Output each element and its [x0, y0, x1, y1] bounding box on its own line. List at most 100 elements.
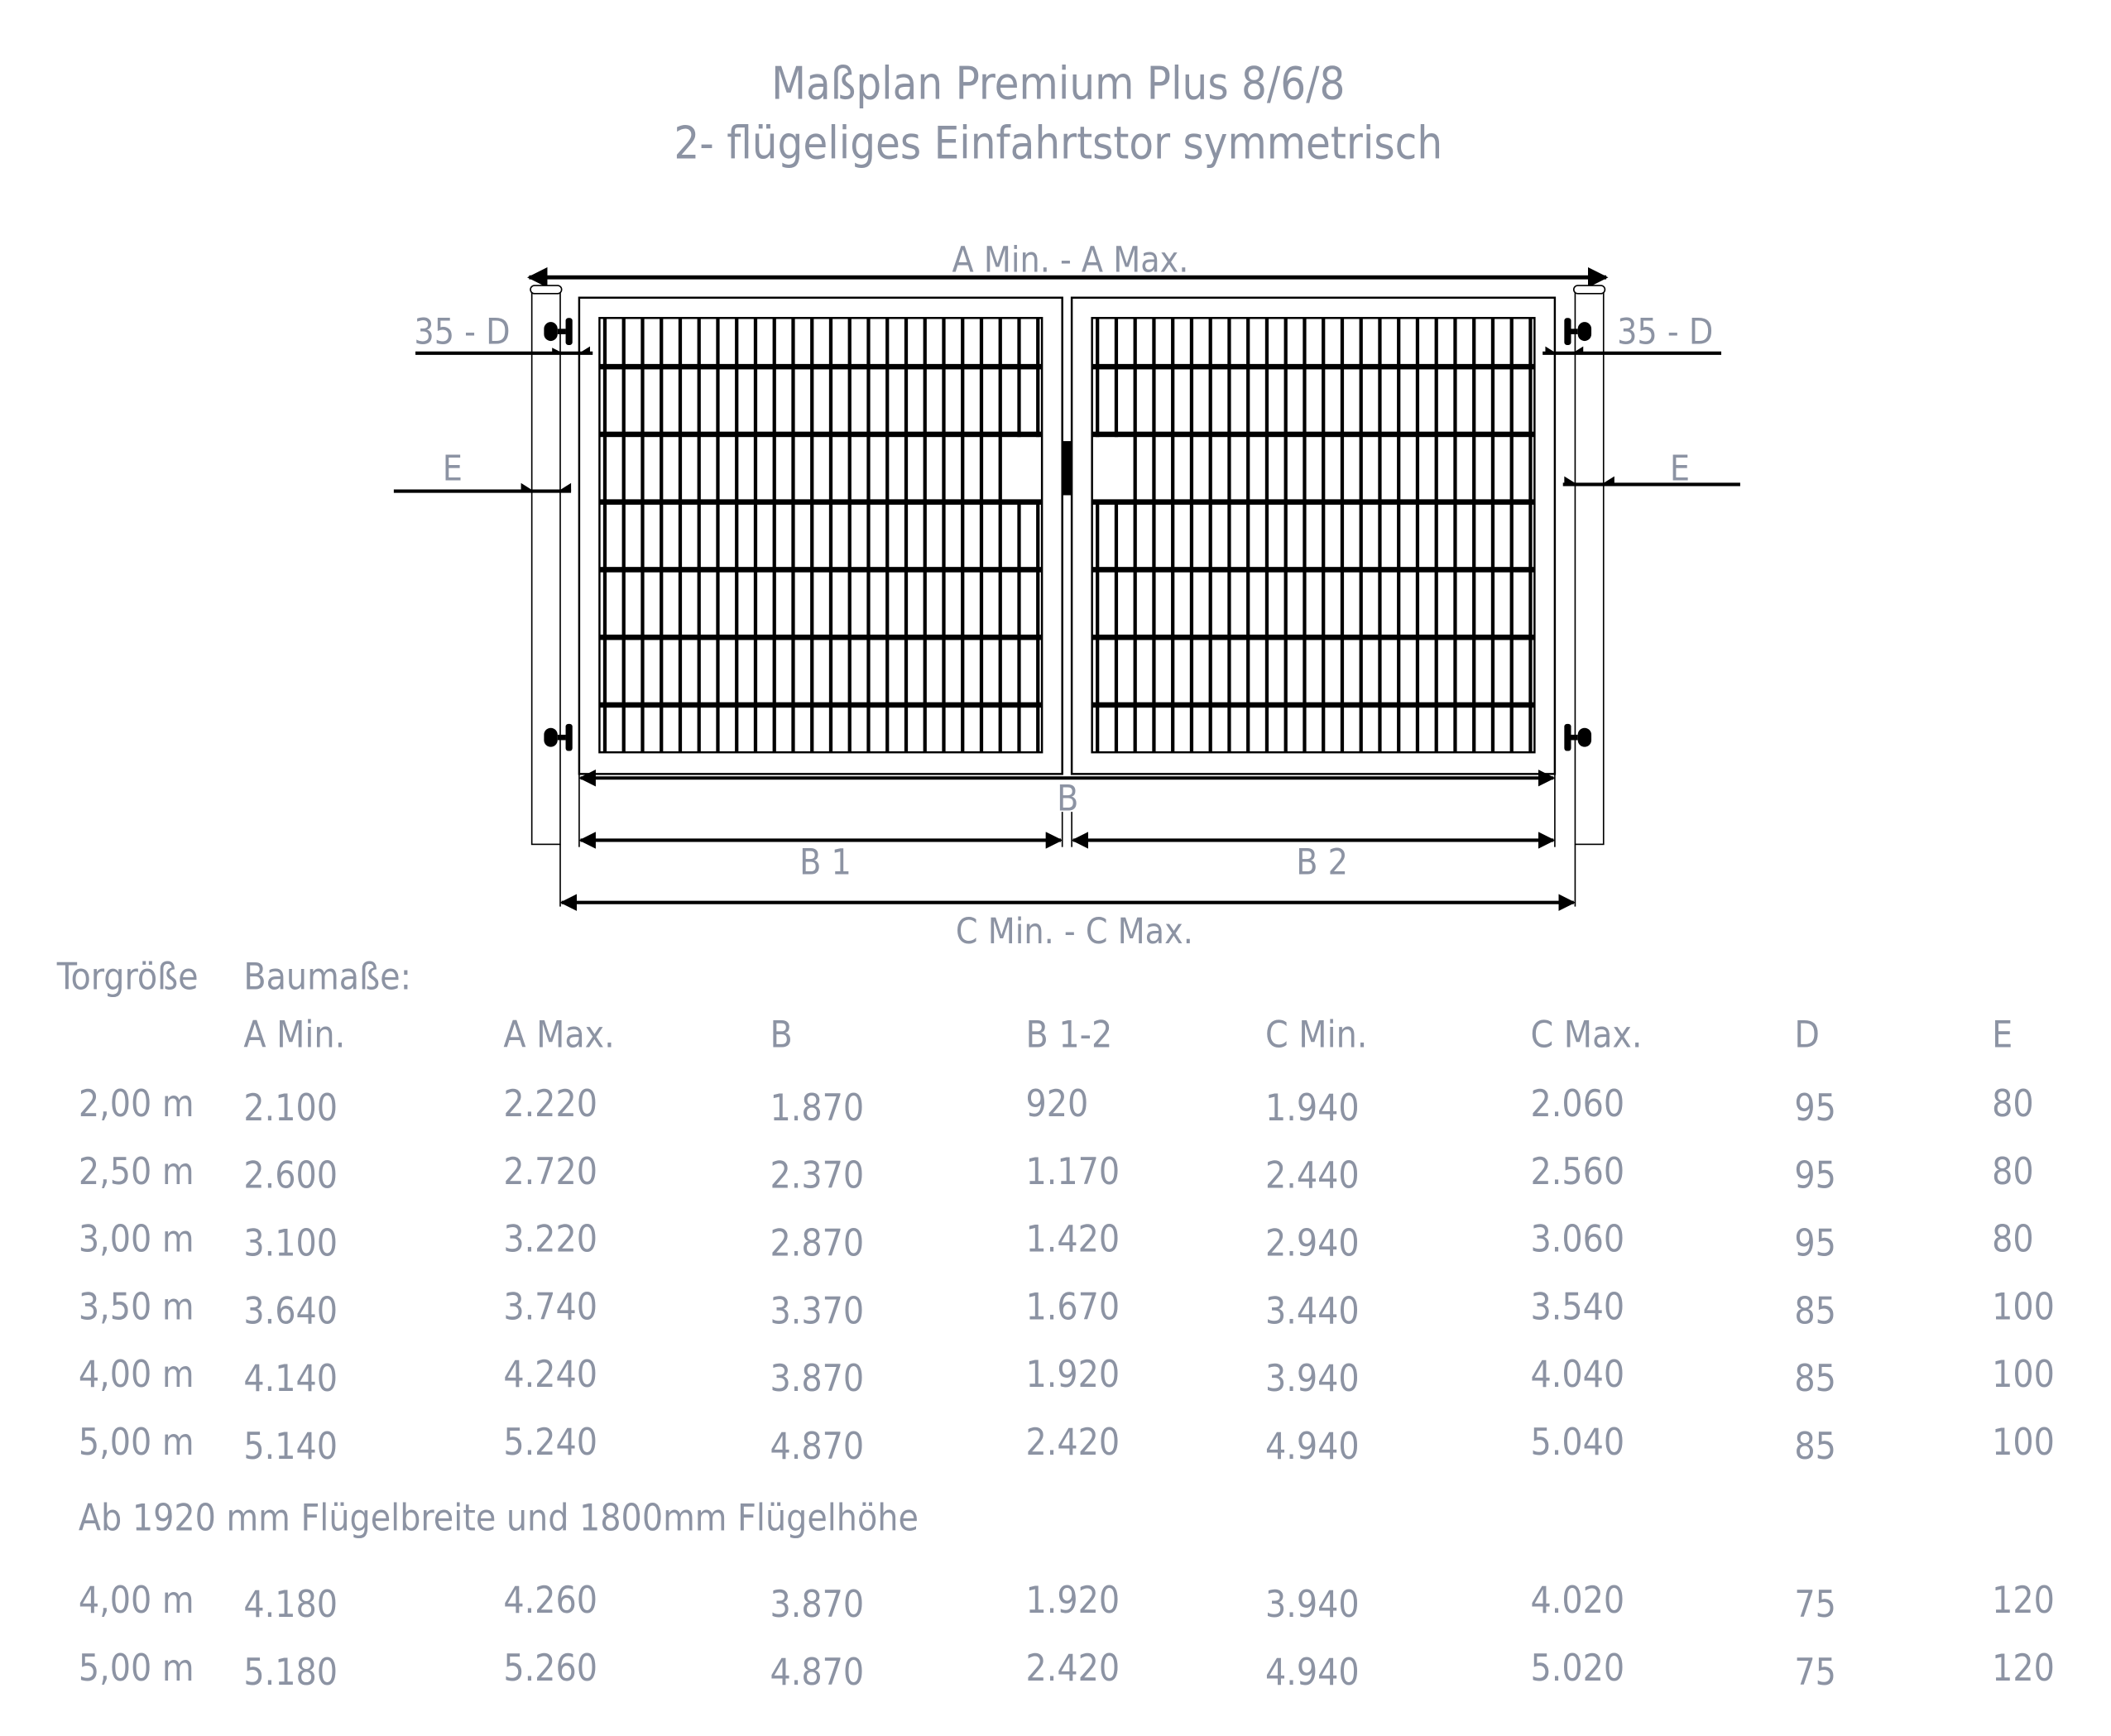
right-post	[1572, 285, 1606, 846]
horizontal-bar	[599, 634, 1043, 640]
table-cell: 3.940	[1265, 1584, 1360, 1626]
table-cell: 4.040	[1530, 1354, 1624, 1396]
left-post	[530, 285, 563, 846]
table-cell: 5.180	[243, 1652, 338, 1694]
table-cell: 4.240	[503, 1354, 597, 1396]
e-left-arrows	[521, 482, 572, 492]
table-cell: 3.870	[770, 1358, 864, 1400]
table-cell: 4.940	[1265, 1652, 1360, 1694]
table-cell: 3.060	[1530, 1219, 1624, 1261]
horizontal-bar	[1091, 634, 1535, 640]
e-right-arrows	[1564, 476, 1614, 485]
d-left-label: 35 - D	[414, 312, 510, 352]
table-cell: 2.420	[1026, 1647, 1120, 1690]
gate-size-cell: 4,00 m	[79, 1580, 194, 1622]
table-cell: 3.940	[1265, 1358, 1360, 1400]
table-cell: 2.560	[1530, 1151, 1624, 1193]
gate-size-cell: 2,00 m	[79, 1083, 194, 1125]
hinge-icon	[544, 723, 573, 751]
table-cell: 2.060	[1530, 1083, 1624, 1125]
table-row: 4,00 m 4.140 4.240 3.870 1.920 3.940 4.040 85 10…	[79, 1354, 2055, 1400]
table-cell: 80	[1992, 1151, 2034, 1193]
table-row: 5,00 m 5.140 5.240 4.870 2.420 4.940 5.040 85 10…	[79, 1422, 2055, 1468]
b1-dimension-label: B 1	[799, 842, 852, 883]
table-cell: 85	[1794, 1358, 1836, 1400]
table-cell: 4.180	[243, 1584, 338, 1626]
table-cell: 2.420	[1026, 1422, 1120, 1464]
gate-size-cell: 2,50 m	[79, 1151, 194, 1193]
gate-lock	[1062, 441, 1072, 496]
table-cell: 5.040	[1530, 1422, 1624, 1464]
table-row: 4,00 m 4.180 4.260 3.870 1.920 3.940 4.020 75 12…	[79, 1580, 2055, 1626]
left-leaf-mesh	[598, 317, 1044, 754]
table-cell: 1.420	[1026, 1219, 1120, 1261]
table-cell: 4.870	[770, 1652, 864, 1694]
table-cell: 2.220	[503, 1083, 597, 1125]
table-cell: 5.020	[1530, 1647, 1624, 1690]
horizontal-bar	[1091, 702, 1535, 708]
column-header: C Max.	[1530, 1014, 1642, 1057]
table-cell: 3.370	[770, 1290, 864, 1332]
table-cell: 3.540	[1530, 1286, 1624, 1328]
table-cell: 3.440	[1265, 1290, 1360, 1332]
table-cell: 100	[1992, 1422, 2055, 1464]
table-cell: 2.720	[503, 1151, 597, 1193]
gate-size-cell: 5,00 m	[79, 1647, 194, 1690]
table-cell: 4.870	[770, 1426, 864, 1468]
table-cell: 5.240	[503, 1422, 597, 1464]
table-cell: 2.600	[243, 1155, 338, 1197]
horizontal-bar	[1091, 567, 1535, 573]
table-cell: 1.170	[1026, 1151, 1120, 1193]
c-dimension-label: C Min. - C Max.	[956, 912, 1193, 952]
hinge-icon	[1564, 318, 1592, 345]
title-line-2: 2- flügeliges Einfahrtstor symmetrisch	[674, 117, 1442, 169]
table-cell: 2.440	[1265, 1155, 1360, 1197]
table-cell: 120	[1992, 1580, 2055, 1622]
table-cell: 120	[1992, 1647, 2055, 1690]
table-cell: 3.640	[243, 1290, 338, 1332]
lock-gap	[1093, 437, 1132, 502]
table-cell: 1.670	[1026, 1286, 1120, 1328]
a-dimension-label: A Min. - A Max.	[952, 241, 1189, 281]
horizontal-bar	[599, 499, 1043, 505]
table-cell: 3.220	[503, 1219, 597, 1261]
table-cell: 1.870	[770, 1087, 864, 1129]
gate-size-cell: 4,00 m	[79, 1354, 194, 1396]
table-cell: 4.140	[243, 1358, 338, 1400]
b-dimension-label: B	[1057, 779, 1078, 820]
title-line-1: Maßplan Premium Plus 8/6/8	[771, 57, 1345, 109]
table-cell: 1.940	[1265, 1087, 1360, 1129]
horizontal-bar	[599, 567, 1043, 573]
table-cell: 95	[1794, 1087, 1836, 1129]
b2-dimension-label: B 2	[1296, 842, 1348, 883]
gate-size-cell: 3,50 m	[79, 1286, 194, 1328]
column-header: A Max.	[503, 1014, 614, 1057]
table-cell: 2.940	[1265, 1222, 1360, 1264]
table-cell: 75	[1794, 1652, 1836, 1694]
table-cell: 95	[1794, 1155, 1836, 1197]
column-header: C Min.	[1265, 1014, 1367, 1057]
table-row: 3,50 m 3.640 3.740 3.370 1.670 3.440 3.540 85 10…	[79, 1286, 2055, 1332]
dims-header: Baumaße:	[243, 956, 411, 998]
table-cell: 3.740	[503, 1286, 597, 1328]
table-row: 5,00 m 5.180 5.260 4.870 2.420 4.940 5.020 75 12…	[79, 1647, 2055, 1694]
column-header: B 1-2	[1026, 1014, 1113, 1057]
e-left-label: E	[443, 449, 463, 490]
table-cell: 85	[1794, 1290, 1836, 1332]
table-cell: 3.100	[243, 1222, 338, 1264]
d-left-arrows	[552, 346, 590, 355]
table-cell: 4.260	[503, 1580, 597, 1622]
d-right-label: 35 - D	[1617, 312, 1713, 352]
table-cell: 85	[1794, 1426, 1836, 1468]
table-cell: 80	[1992, 1083, 2034, 1125]
table-cell: 1.920	[1026, 1580, 1120, 1622]
table-cell: 3.870	[770, 1584, 864, 1626]
table-cell: 4.940	[1265, 1426, 1360, 1468]
table-cell: 2.870	[770, 1222, 864, 1264]
table-cell: 4.020	[1530, 1580, 1624, 1622]
lock-gap	[1002, 437, 1041, 502]
horizontal-bar	[1091, 499, 1535, 505]
horizontal-bar	[599, 363, 1043, 370]
table-cell: 1.920	[1026, 1354, 1120, 1396]
